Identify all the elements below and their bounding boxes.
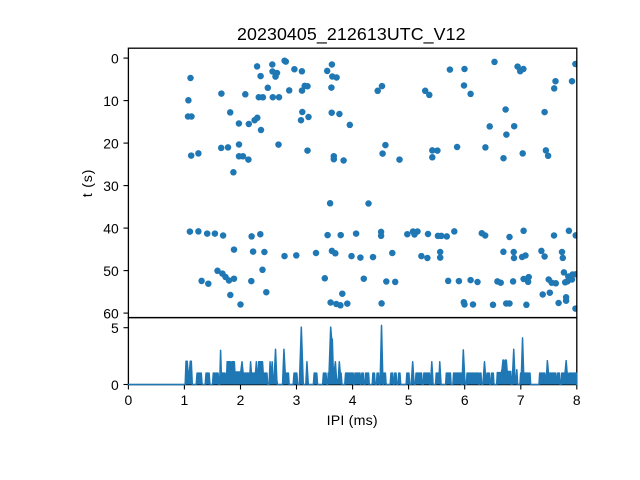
svg-text:0: 0 [111, 377, 119, 393]
svg-text:2: 2 [237, 392, 245, 408]
svg-text:20230405_212613UTC_V12: 20230405_212613UTC_V12 [237, 24, 466, 45]
svg-text:60: 60 [103, 306, 119, 322]
svg-text:6: 6 [461, 392, 469, 408]
svg-text:4: 4 [349, 392, 357, 408]
svg-text:10: 10 [103, 93, 119, 109]
svg-text:1: 1 [181, 392, 189, 408]
svg-text:0: 0 [125, 392, 133, 408]
svg-text:3: 3 [293, 392, 301, 408]
svg-text:50: 50 [103, 263, 119, 279]
svg-text:30: 30 [103, 178, 119, 194]
svg-text:7: 7 [517, 392, 525, 408]
svg-text:IPI (ms): IPI (ms) [327, 413, 378, 429]
svg-text:t (s): t (s) [80, 169, 96, 197]
svg-text:40: 40 [103, 221, 119, 237]
svg-text:5: 5 [405, 392, 413, 408]
svg-text:20: 20 [103, 136, 119, 152]
svg-text:5: 5 [111, 320, 119, 336]
svg-text:8: 8 [573, 392, 581, 408]
svg-text:0: 0 [111, 51, 119, 67]
